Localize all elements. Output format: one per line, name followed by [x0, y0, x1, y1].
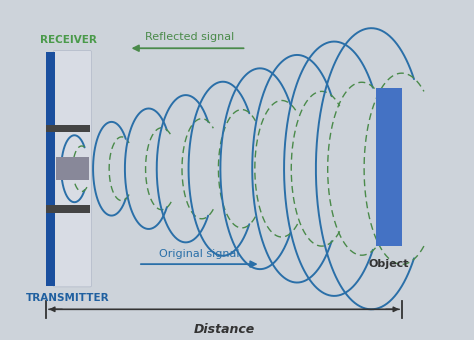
Text: Reflected signal: Reflected signal [145, 32, 235, 41]
Bar [46, 125, 90, 132]
Bar [376, 88, 402, 246]
Text: Original signal: Original signal [159, 249, 239, 259]
Text: TRANSMITTER: TRANSMITTER [26, 293, 110, 303]
Bar [46, 205, 90, 212]
Bar [56, 157, 89, 181]
Text: Distance: Distance [193, 323, 255, 336]
Text: RECEIVER: RECEIVER [40, 35, 97, 45]
Text: Object: Object [369, 259, 409, 269]
FancyBboxPatch shape [53, 51, 91, 287]
Bar [46, 52, 55, 286]
